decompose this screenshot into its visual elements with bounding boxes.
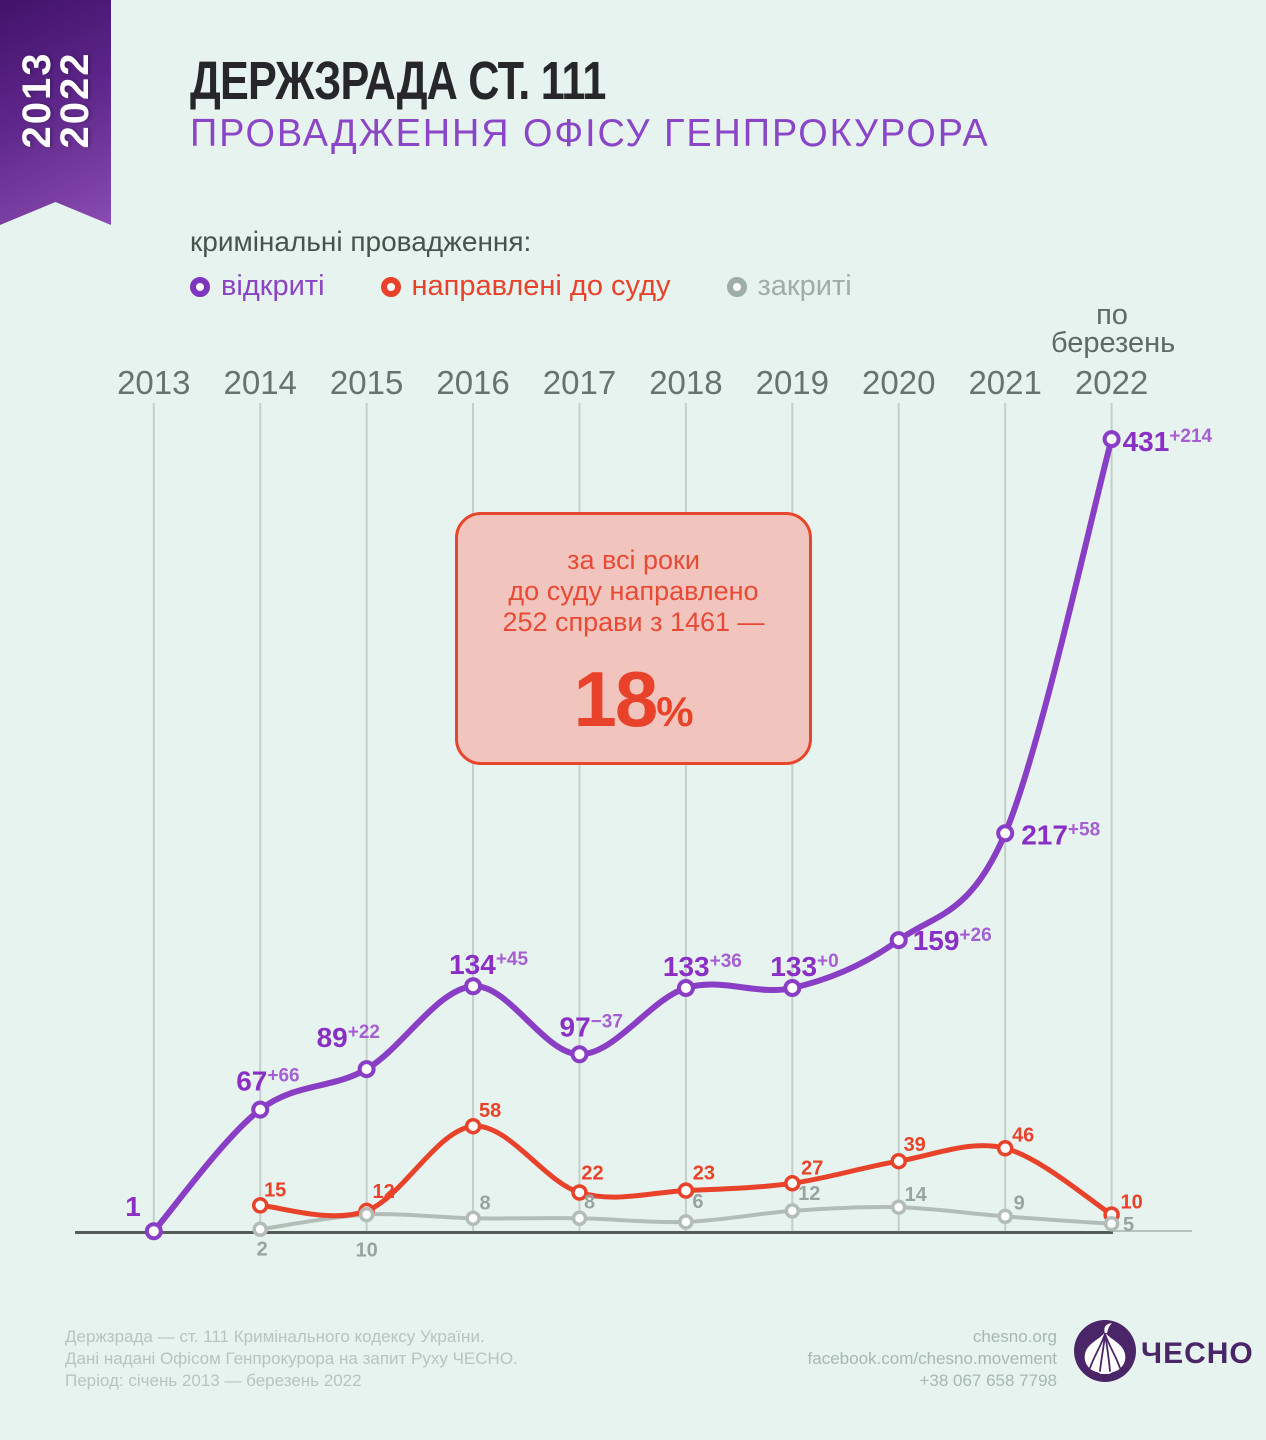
legend-item-open: відкриті [190,270,325,303]
point-marker-closed-2017 [571,1210,588,1227]
point-marker-closed-2020 [890,1199,907,1215]
point-marker-closed-2014 [252,1221,268,1238]
point-marker-open-2021 [996,824,1015,843]
percent-sign: % [656,688,694,735]
point-label-court-2019: 27 [801,1157,823,1179]
year-tick-2019: 2019 [756,364,829,401]
point-label-open-2021: 217+58 [1021,819,1100,850]
year-tick-2022: 2022 [1075,364,1148,401]
point-marker-court-2016 [464,1117,482,1135]
point-marker-open-2014 [251,1100,270,1119]
legend-heading: кримінальні провадження: [190,226,532,257]
point-marker-open-2015 [357,1060,376,1079]
legend-item-sent-to-court: направлені до суду [380,270,671,303]
point-label-open-2017: 97−37 [560,1011,623,1042]
point-marker-court-2014 [251,1197,269,1214]
point-label-court-2022: 10 [1120,1192,1142,1214]
point-label-court-2015: 12 [372,1181,394,1203]
point-marker-court-2021 [996,1140,1014,1157]
point-marker-closed-2021 [997,1208,1013,1225]
garlic-icon [1074,1320,1136,1382]
source-line2: Дані надані Офісом Генпрокурора на запит… [65,1349,518,1368]
year-tick-2020: 2020 [862,364,935,401]
point-marker-court-2019 [784,1175,801,1192]
point-label-court-2021: 46 [1012,1124,1034,1146]
point-label-open-2013: 1 [125,1191,141,1222]
ring-marker-icon [380,276,401,297]
point-label-open-2022: 431+214 [1123,426,1213,457]
year-tick-2018: 2018 [649,364,722,401]
point-label-court-2018: 23 [693,1163,715,1185]
point-marker-court-2017 [571,1184,588,1201]
year-range-ribbon: 2013 2022 [0,0,111,225]
summary-callout: за всі роки до суду направлено 252 справ… [455,512,812,765]
point-label-court-2014: 15 [264,1179,286,1201]
callout-line3: 252 справи з 1461 — [502,607,765,637]
point-marker-closed-2022 [1103,1216,1120,1232]
callout-percentage: 18% [573,660,693,738]
ring-marker-icon [726,276,747,297]
year-tick-2015: 2015 [330,364,403,401]
source-line1: Держзрада — ст. 111 Кримінального кодекс… [65,1327,485,1346]
year-tick-2013: 2013 [117,364,190,401]
point-marker-closed-2016 [465,1210,481,1227]
point-label-closed-2019: 12 [798,1183,820,1205]
point-marker-open-2019 [783,979,802,997]
brand-name: ЧЕСНО [1141,1337,1254,1370]
year-tick-2016: 2016 [436,364,509,401]
callout-big-number: 18 [573,655,658,743]
point-marker-open-2020 [889,931,908,950]
point-marker-closed-2019 [784,1203,801,1219]
axis-note-line1: по [1096,299,1128,331]
facebook-link: facebook.com/chesno.movement [807,1349,1057,1368]
legend-label-closed: закриті [757,270,852,302]
year-tick-2017: 2017 [543,364,616,401]
page-title: ДЕРЖЗРАДА СТ. 111 [190,51,606,111]
axis-note-march: по березень [1051,299,1176,359]
point-label-open-2015: 89+22 [317,1022,380,1053]
point-marker-open-2022 [1102,430,1121,449]
point-marker-open-2016 [464,977,483,996]
point-marker-closed-2018 [678,1214,694,1230]
point-label-open-2016: 134+45 [449,949,528,980]
point-label-court-2016: 58 [479,1100,501,1122]
point-label-closed-2022: 5 [1123,1214,1134,1236]
point-label-open-2018: 133+36 [663,951,742,982]
callout-line2: до суду направлено [508,576,759,606]
contacts-block: chesno.org facebook.com/chesno.movement … [808,1326,1057,1392]
legend-item-closed: закриті [726,270,852,303]
point-marker-open-2017 [570,1045,589,1064]
point-label-closed-2015: 10 [355,1240,377,1262]
point-label-court-2020: 39 [904,1134,926,1156]
chart-legend: відкриті направлені до суду закриті [190,270,852,303]
point-marker-closed-2015 [358,1206,375,1223]
point-label-court-2017: 22 [581,1163,603,1185]
point-label-closed-2014: 2 [257,1238,268,1260]
legend-label-open: відкриті [221,270,325,302]
legend-label-sent-to-court: направлені до суду [411,270,671,302]
point-label-closed-2016: 8 [480,1192,491,1214]
ring-marker-icon [190,276,210,297]
phone-number: +38 067 658 7798 [919,1371,1057,1390]
point-marker-open-2018 [676,979,695,997]
website-link: chesno.org [972,1327,1057,1346]
point-marker-open-2013 [144,1222,163,1241]
axis-note-line2: березень [1051,327,1176,359]
point-label-open-2019: 133+0 [770,951,838,982]
source-note: Держзрада — ст. 111 Кримінального кодекс… [65,1326,518,1392]
page-subtitle: ПРОВАДЖЕННЯ ОФІСУ ГЕНПРОКУРОРА [190,112,990,155]
point-marker-court-2018 [677,1182,695,1199]
point-marker-court-2020 [890,1152,907,1170]
point-label-open-2014: 67+66 [236,1066,299,1097]
point-label-closed-2017: 8 [584,1191,595,1213]
callout-line1: за всі роки [567,545,700,575]
point-label-open-2020: 159+26 [913,925,992,956]
point-label-closed-2018: 6 [692,1191,703,1213]
year-tick-2014: 2014 [224,364,297,401]
source-line3: Період: січень 2013 — березень 2022 [65,1371,362,1390]
point-label-closed-2020: 14 [905,1184,928,1206]
year-tick-2021: 2021 [968,364,1041,401]
point-label-closed-2021: 9 [1014,1192,1025,1214]
